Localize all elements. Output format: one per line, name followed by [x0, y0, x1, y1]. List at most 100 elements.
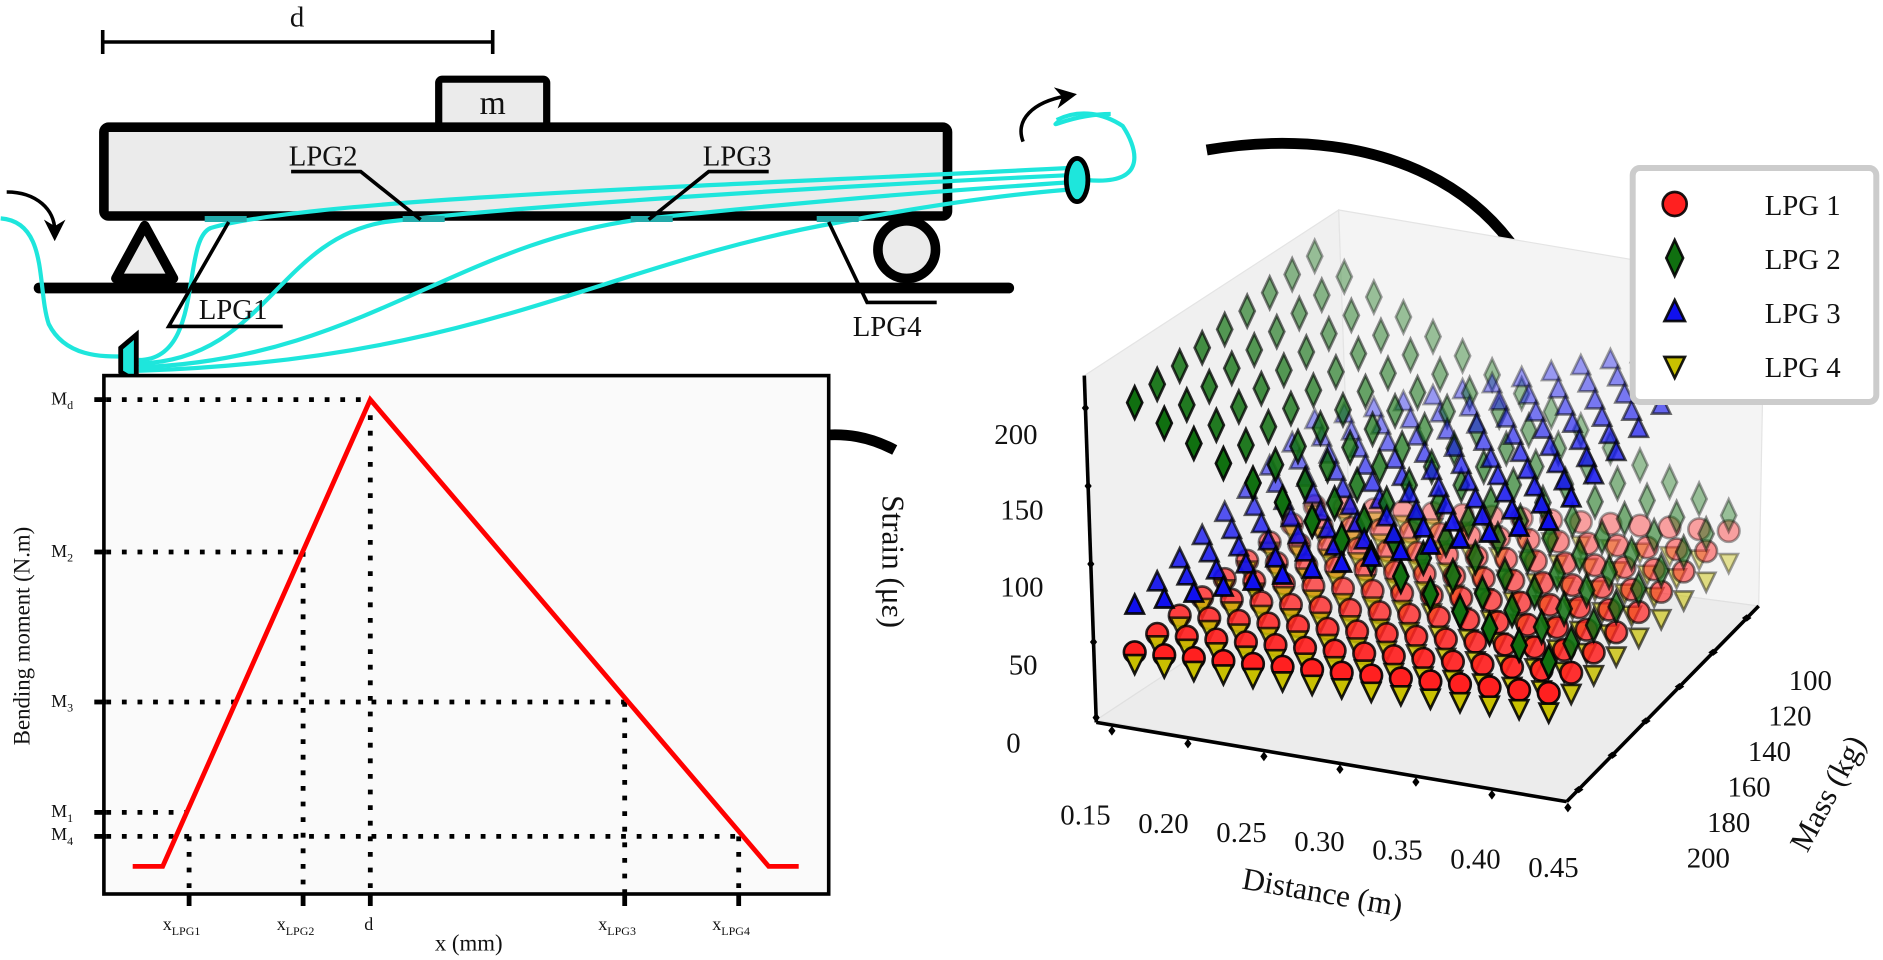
data-point-diamond — [1296, 464, 1315, 504]
x-tick — [1336, 764, 1344, 774]
data-point-circle — [1694, 539, 1719, 564]
sensor-label-lpg2: LPG2 — [289, 141, 422, 222]
data-point-diamond — [1577, 571, 1596, 610]
data-point-diamond — [1480, 609, 1499, 648]
data-point-triangle-up — [1465, 410, 1488, 434]
data-point-triangle-up — [1516, 456, 1539, 480]
data-point-triangle-up — [1359, 543, 1383, 567]
data-point-triangle-up — [1427, 474, 1451, 498]
data-point-diamond — [1562, 624, 1581, 663]
data-point-triangle-up — [1569, 352, 1593, 376]
data-point-triangle-up — [1464, 485, 1487, 509]
data-point-diamond — [1341, 428, 1360, 467]
z-tick-label: 50 — [1009, 649, 1038, 681]
legend-item: LPG 3 — [1662, 296, 1841, 330]
distance-tick-label: 0.45 — [1528, 852, 1578, 884]
data-point-triangle-down — [1649, 608, 1673, 633]
data-point-triangle-up — [1538, 432, 1562, 457]
data-point-diamond — [1215, 310, 1234, 349]
data-point-triangle-down — [1717, 552, 1740, 577]
z-tick — [1089, 637, 1098, 647]
data-point-triangle-up — [1509, 438, 1532, 463]
data-point-triangle-up — [1399, 405, 1422, 429]
data-point-triangle-down — [1330, 678, 1353, 702]
x-tick-label: xLPG3 — [598, 914, 636, 938]
moment-line — [132, 395, 799, 869]
data-point-triangle-down — [1182, 660, 1206, 684]
data-point-triangle-up — [1500, 496, 1524, 520]
data-point-triangle-up — [1421, 382, 1445, 406]
data-point-diamond — [1229, 387, 1248, 427]
z-tick-label: 200 — [994, 419, 1037, 451]
mass-axis-label: Mass (kg) — [1782, 729, 1872, 856]
data-point-triangle-up — [1241, 567, 1265, 591]
data-point-triangle-down — [1672, 590, 1695, 614]
data-point-triangle-up — [1552, 467, 1576, 491]
data-point-triangle-down — [1559, 683, 1583, 707]
data-point-diamond — [1719, 496, 1738, 535]
legend: LPG 1 LPG 2 LPG 3 LPG 4 — [1629, 165, 1880, 405]
data-point-triangle-up — [1457, 468, 1480, 492]
data-point-diamond — [1125, 383, 1144, 422]
data-point-circle — [1687, 517, 1712, 542]
data-point-triangle-up — [1242, 492, 1266, 517]
data-point-diamond — [1214, 444, 1233, 483]
data-point-diamond — [1148, 364, 1167, 404]
data-point-diamond — [1453, 336, 1472, 376]
strain-axis-label: Strain (με) — [876, 495, 911, 628]
svg-text:LPG3: LPG3 — [703, 141, 772, 173]
data-point-triangle-up — [1190, 522, 1214, 546]
data-point-triangle-up — [1404, 497, 1428, 521]
data-point-diamond — [1593, 517, 1612, 557]
data-point-triangle-up — [1293, 538, 1317, 562]
data-point-triangle-up — [1458, 393, 1481, 417]
data-point-triangle-down — [1537, 702, 1560, 726]
data-point-triangle-up — [1478, 519, 1501, 543]
x-tick — [1108, 726, 1116, 736]
strain-3d-scatter: 200 150 100 50 0 0.15 0.20 0.25 0.30 0.35 0.40 0.45… — [876, 165, 1880, 923]
z-tick-label: 100 — [1000, 571, 1043, 603]
sensor-lpg4 — [816, 216, 859, 222]
legend-circle-icon — [1661, 190, 1689, 218]
data-point-diamond — [1193, 328, 1212, 368]
data-point-triangle-up — [1205, 556, 1228, 580]
data-point-triangle-up — [1487, 387, 1511, 411]
data-point-triangle-up — [1559, 484, 1583, 508]
data-point-triangle-up — [1352, 526, 1376, 550]
data-point-triangle-up — [1435, 416, 1459, 440]
data-point-circle — [1627, 513, 1653, 538]
data-point-diamond — [1539, 642, 1558, 682]
data-point-triangle-up — [1397, 480, 1421, 504]
sensor-label-lpg1: LPG1 — [165, 221, 283, 329]
data-point-diamond — [1443, 556, 1462, 596]
data-point-diamond — [1222, 348, 1241, 388]
distance-tick-label: 0.35 — [1372, 835, 1422, 867]
z-tick-label: 150 — [1000, 495, 1043, 527]
x-tick — [1412, 777, 1420, 787]
data-point-triangle-up — [1531, 415, 1555, 439]
data-point-diamond — [1391, 557, 1410, 596]
sensor-lpg1 — [204, 216, 247, 222]
data-point-diamond — [1281, 389, 1300, 428]
data-point-diamond — [1297, 332, 1316, 372]
data-point-triangle-up — [1597, 420, 1621, 445]
data-point-diamond — [1184, 424, 1203, 463]
fiber-end — [1063, 156, 1091, 204]
data-point-triangle-down — [1212, 664, 1235, 688]
data-point-diamond — [1495, 555, 1515, 595]
legend-diamond-icon — [1664, 236, 1685, 280]
data-point-diamond — [1532, 607, 1551, 647]
data-point-diamond — [1304, 370, 1323, 410]
data-point-triangle-up — [1554, 392, 1577, 416]
legend-item: LPG 2 — [1664, 236, 1841, 280]
data-point-diamond — [1290, 294, 1309, 333]
legend-label: LPG 4 — [1765, 352, 1841, 384]
data-point-triangle-up — [1471, 502, 1494, 526]
data-point-diamond — [1348, 465, 1367, 505]
mass-label: m — [480, 85, 506, 122]
y-tick-label: M3 — [51, 691, 73, 715]
data-point-triangle-up — [1479, 444, 1503, 469]
data-point-diamond — [1305, 236, 1324, 276]
z-tick-label: 0 — [1006, 727, 1020, 759]
